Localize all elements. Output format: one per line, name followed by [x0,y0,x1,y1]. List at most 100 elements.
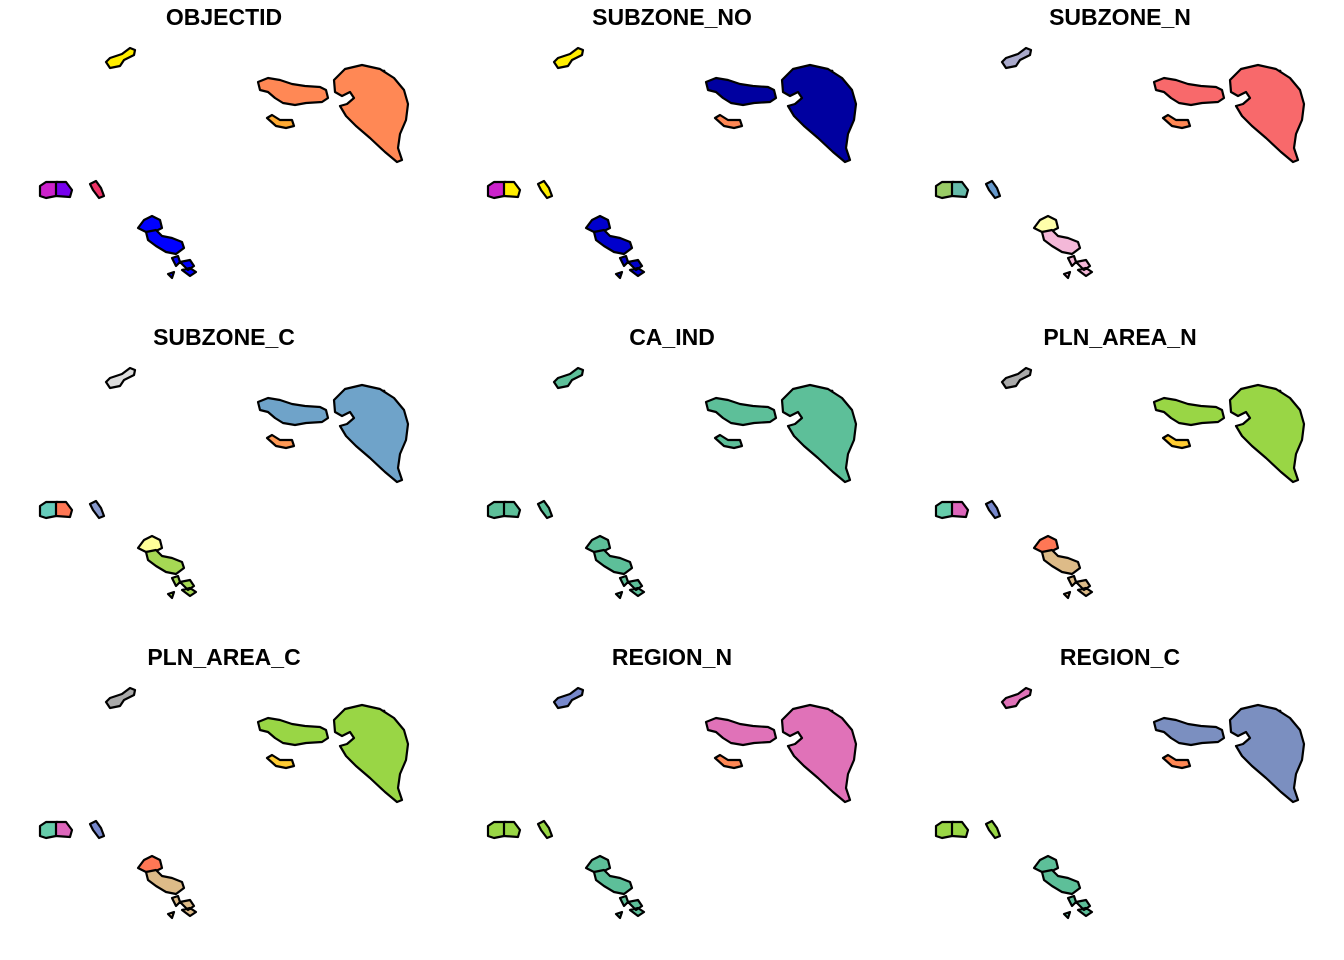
region-south-cluster [1040,868,1082,896]
region-east-elongated [256,76,330,107]
tiny-islet-dot [1278,389,1282,393]
panel-title: PLN_AREA_C [147,644,301,670]
region-south-cluster-upper [1032,214,1060,234]
map-panel: PLN_AREA_C [0,640,448,960]
region-east-elongated [1152,716,1226,747]
map-canvas [486,366,858,600]
region-mid-islet [88,179,106,200]
region-east-small [265,433,296,450]
panel-title: OBJECTID [165,4,283,30]
map-canvas [486,686,858,920]
map-panel: CA_IND [448,320,896,640]
region-north-islet [552,686,585,710]
panel-title: REGION_C [1059,644,1181,670]
region-south-small-islets [614,574,646,600]
region-south-cluster [592,228,634,256]
panel-title: REGION_N [611,644,733,670]
region-south-cluster-upper [584,214,612,234]
map-canvas [38,686,410,920]
map-panel: REGION_N [448,640,896,960]
region-east-big [780,383,858,484]
map-panel: SUBZONE_N [896,0,1344,320]
region-south-cluster-upper [1032,854,1060,874]
region-south-cluster [592,548,634,576]
region-south-small-islets [614,254,646,280]
region-west-b [502,500,522,519]
region-mid-islet [536,179,554,200]
tiny-islet-dot [1278,709,1282,713]
panel-title: PLN_AREA_N [1043,324,1197,350]
region-east-elongated [256,396,330,427]
region-east-small [713,433,744,450]
map-canvas [38,366,410,600]
region-east-elongated [704,396,778,427]
region-east-elongated [256,716,330,747]
region-mid-islet [88,819,106,840]
region-south-cluster [1040,228,1082,256]
region-west-b [54,500,74,519]
region-west-b [54,820,74,839]
region-west-b [54,180,74,199]
region-east-big [1228,703,1306,804]
region-west-b [502,820,522,839]
region-north-islet [104,46,137,70]
region-west-b [950,180,970,199]
region-east-small [713,113,744,130]
map-canvas [38,46,410,280]
region-east-elongated [704,76,778,107]
region-east-small [1161,113,1192,130]
map-panel: OBJECTID [0,0,448,320]
region-mid-islet [984,819,1002,840]
tiny-islet-dot [382,709,386,713]
region-south-cluster-upper [136,534,164,554]
region-east-big [332,383,410,484]
region-south-cluster-upper [136,214,164,234]
region-west-b [950,820,970,839]
map-canvas [934,366,1306,600]
region-south-small-islets [166,894,198,920]
map-canvas [934,46,1306,280]
region-mid-islet [984,499,1002,520]
region-south-small-islets [166,254,198,280]
region-south-cluster [144,228,186,256]
region-south-small-islets [614,894,646,920]
panel-title: CA_IND [629,324,715,350]
region-east-elongated [1152,396,1226,427]
tiny-islet-dot [1278,69,1282,73]
region-south-cluster-upper [136,854,164,874]
region-mid-islet [88,499,106,520]
map-canvas [486,46,858,280]
tiny-islet-dot [830,709,834,713]
region-south-cluster-upper [584,534,612,554]
tiny-islet-dot [830,69,834,73]
region-east-big [780,703,858,804]
map-panel: SUBZONE_NO [448,0,896,320]
region-east-small [265,113,296,130]
region-north-islet [552,46,585,70]
region-east-small [1161,433,1192,450]
region-east-big [780,63,858,164]
map-canvas [934,686,1306,920]
region-mid-islet [536,499,554,520]
region-east-big [1228,63,1306,164]
region-east-small [265,753,296,770]
region-south-cluster-upper [584,854,612,874]
region-east-big [332,703,410,804]
panel-title: SUBZONE_N [1049,4,1191,30]
region-south-cluster-upper [1032,534,1060,554]
tiny-islet-dot [830,389,834,393]
region-south-cluster [592,868,634,896]
region-south-small-islets [166,574,198,600]
region-south-small-islets [1062,574,1094,600]
map-panel: REGION_C [896,640,1344,960]
map-panel: SUBZONE_C [0,320,448,640]
region-north-islet [1000,366,1033,390]
map-panel: PLN_AREA_N [896,320,1344,640]
region-north-islet [104,366,137,390]
region-south-cluster [1040,548,1082,576]
region-south-cluster [144,548,186,576]
region-east-elongated [704,716,778,747]
panel-title: SUBZONE_NO [592,4,752,30]
region-east-elongated [1152,76,1226,107]
panel-title: SUBZONE_C [153,324,295,350]
